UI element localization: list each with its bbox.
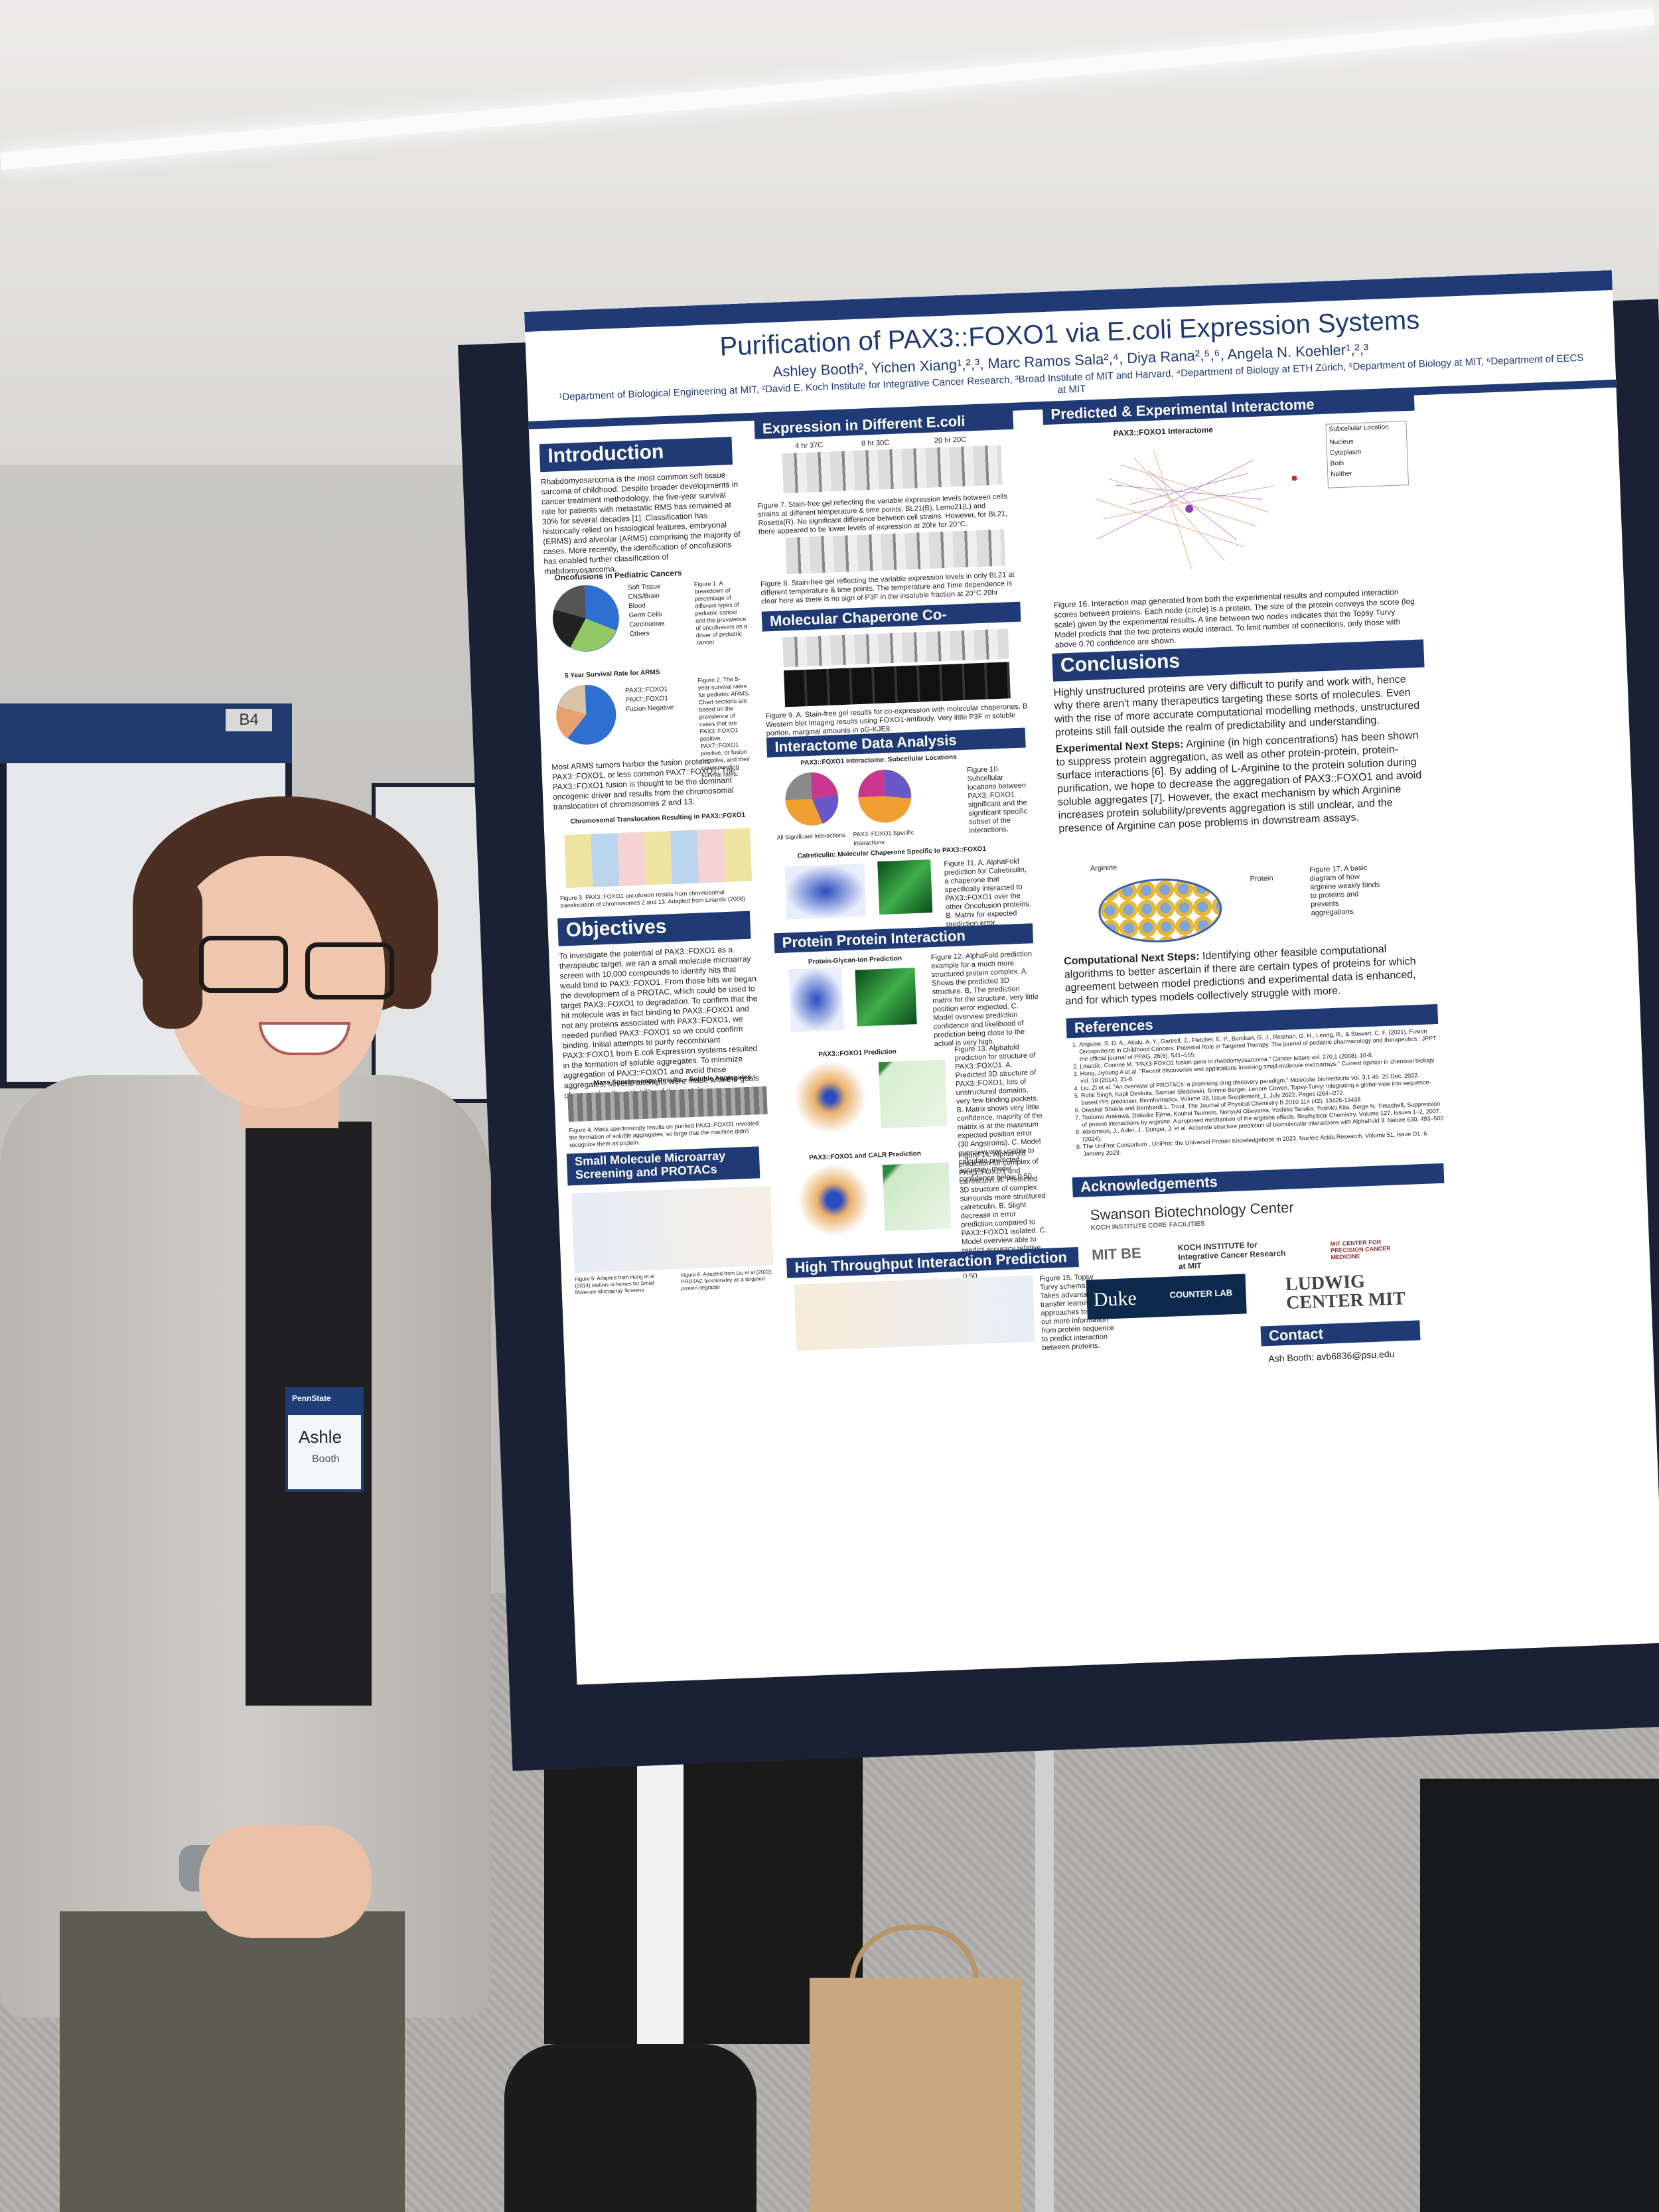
legend-nucleus: Nucleus [1329,438,1354,447]
figure-13-title: PAX3::FOXO1 Prediction [818,1048,897,1059]
precision-cancer-logo: MIT CENTER FOR PRECISION CANCER MEDICINE [1330,1238,1391,1261]
badge-org: PennState [292,1394,331,1403]
topsy-turvy-schema [794,1275,1036,1351]
gel-label-20c: 20 hr 20C [934,435,967,445]
backpack [504,2044,757,2212]
koch-institute-logo: KOCH INSTITUTE for Integrative Cancer Re… [1177,1240,1286,1272]
interactome-network [1096,450,1297,569]
legend-cytoplasm: Cytoplasm [1329,448,1362,457]
figure-10-caption: Figure 10. Subcellular locations between… [966,765,1028,835]
interactome-locations-title: PAX3::FOXO1 Interactome: Subcellular Loc… [800,753,957,767]
expression-gel-image [782,445,1003,494]
contact-heading: Contact [1260,1320,1421,1347]
legend-neither: Neither [1331,470,1352,479]
glycan-error-matrix [855,968,917,1027]
introduction-heading: Introduction [539,437,733,473]
figure-3-title: Chromosomal Translocation Resulting in P… [570,811,746,826]
objectives-heading: Objectives [557,911,751,946]
legend-others: Others [629,630,650,638]
arginine-protein-diagram [1097,876,1224,945]
bl21-gel-image [785,529,1006,575]
figure-16-caption: Figure 16. Interaction map generated fro… [1053,587,1415,650]
arginine-label: Arginine [1090,863,1118,873]
survival-chart-title: 5 Year Survival Rate for ARMS [564,668,660,680]
computational-next-steps: Computational Next Steps: Identifying ot… [1064,941,1437,1008]
all-interactions-label: All Significant Interactions [776,832,845,841]
pax3-foxo1-error-matrix [878,1059,948,1129]
conclusions-text: Highly unstructured proteins are very di… [1053,674,1420,739]
figure-3-caption: Figure 3. PAX3::FOXO1 oncofusion results… [559,889,746,909]
contact-email: Ash Booth: avb6836@psu.edu [1268,1348,1395,1364]
counter-lab-text: COUNTER LAB [1169,1288,1233,1300]
chaperone-heading: Molecular Chaperone Co-Expression [761,601,1021,646]
calreticulin-error-matrix [877,859,933,915]
figure-8-caption: Figure 8. Stain-free gel reflecting the … [760,570,1015,606]
complex-structure [796,1161,872,1238]
figure-6-caption: Figure 6. Adapted from Liu et al (2022) … [680,1268,772,1291]
survival-legend: PAX3::FOXO1 PAX7::FOXO1 Fusion Negative [625,684,699,714]
ppi-heading: Protein Protein Interaction Prediction [774,923,1034,968]
presenter-hair-left [143,876,202,1029]
booth-number-tag: B4 [226,709,272,731]
western-blot-b [784,662,1011,707]
figure-17-caption: Figure 17. A basic diagram of how argini… [1309,863,1380,918]
figure-5-caption: Figure 5. Adapted from Hong et al (2014)… [574,1273,655,1296]
figure-14-title: PAX3::FOXO1 and CALR Prediction [809,1149,922,1162]
protein-label: Protein [1250,874,1273,883]
all-interactions-pie [785,772,839,826]
acknowledgements-heading: Acknowledgements [1072,1163,1445,1198]
glycan-structure [788,967,844,1033]
paper-bag [810,1978,1022,2212]
experimental-next-steps: Experimental Next Steps: Arginine (in hi… [1056,729,1431,836]
gel-label-30c: 8 hr 30C [861,439,890,448]
complex-error-matrix [882,1162,952,1232]
calreticulin-structure [784,863,867,920]
name-badge-header [288,1390,361,1415]
figure-11-title: Calreticulin: Molecular Chaperone Specif… [797,845,987,860]
legend-title: Subcellular Location [1329,423,1389,433]
badge-surname: Booth [312,1453,340,1465]
presenter-pants [60,1911,405,2212]
badge-name: Ashle [299,1427,342,1447]
presenter-hands [199,1825,372,1938]
duke-text: Duke [1093,1287,1137,1311]
small-molecule-heading: Small Molecule Microarray Screening and … [566,1146,760,1186]
interactome-legend: Subcellular Location Nucleus Cytoplasm B… [1325,421,1409,488]
figure-1-caption: Figure 1. A breakdown of percentage of d… [693,579,748,646]
introduction-text-2: Most ARMS tumors harbor the fusion prote… [551,756,736,812]
mit-be-logo: MIT BE [1091,1244,1142,1264]
survival-pie-chart [556,684,616,745]
pax3-foxo1-structure [792,1059,868,1136]
oncofusion-pie-chart [552,585,619,652]
gel-label-37c: 4 hr 37C [794,441,824,451]
microarray-schematic [571,1185,774,1274]
references-list: Angione, S. D. A., Akalu, A. Y., Gartrel… [1067,1027,1448,1159]
legend-both: Both [1330,459,1344,468]
introduction-text: Rhabdomyosarcoma is the most common soft… [540,470,741,577]
glasses-left-lens [199,936,288,993]
figure-12-caption: Figure 12. AlphaFold prediction example … [930,950,1039,1049]
ludwig-center-logo: LUDWIG CENTER MIT [1285,1271,1406,1314]
glasses-right-lens [305,942,394,999]
oncofusion-legend: Soft Tissue CNS/Brain Blood Germ Cells C… [628,581,689,639]
paper-bag-handle [849,1925,979,2010]
figure-11-caption: Figure 11. A. AlphaFold prediction for C… [944,857,1032,929]
computational-next-text: Identifying other feasible computational… [1064,943,1416,1007]
easel-leg-right [1035,1699,1054,2212]
legend-fusion-negative: Fusion Negative [625,703,674,713]
research-poster: Purification of PAX3::FOXO1 via E.coli E… [524,270,1659,1685]
person-right-legs [1420,1779,1659,2212]
figure-4-caption: Figure 4. Mass spectroscopy results on p… [569,1120,759,1149]
specific-interactions-pie [858,769,912,823]
duke-counter-lab-logo: Duke COUNTER LAB [1086,1274,1247,1320]
chromosome-diagram [564,828,753,889]
specific-interactions-label: PAX3::FOXO1 Specific Interactions [853,829,914,847]
